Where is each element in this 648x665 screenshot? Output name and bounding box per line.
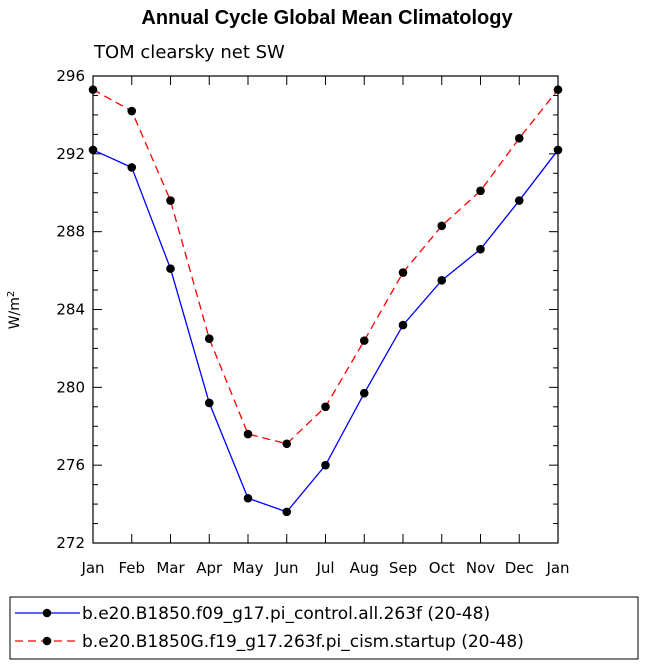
y-tick-label: 296 [56, 67, 85, 85]
series-2-point [243, 429, 253, 439]
series-1-point [204, 398, 214, 408]
chart-title: Annual Cycle Global Mean Climatology [141, 7, 513, 29]
x-tick-label: Jan [80, 559, 104, 577]
x-tick-label: Jul [315, 559, 334, 577]
y-axis-ticks: 272 276 280 284 288 292 296 [56, 67, 558, 552]
x-axis-ticks: Jan Feb Mar Apr May Jun Jul Aug Sep Oct Nov Dec Jan [80, 76, 570, 577]
x-tick-label: Apr [196, 559, 223, 577]
y-tick-label: 292 [56, 145, 85, 163]
series-1-point [321, 460, 330, 470]
legend-label-2: b.e20.B1850G.f19_g17.263f.pi_cism.startu… [82, 632, 524, 652]
series-1-point [476, 244, 485, 254]
legend-marker-2 [42, 636, 52, 646]
series-2-point [321, 402, 330, 412]
x-tick-label: Sep [389, 559, 417, 577]
y-tick-label: 284 [56, 301, 85, 319]
legend-marker-1 [42, 608, 52, 618]
x-tick-label: Mar [156, 559, 185, 577]
series-1-point [359, 388, 369, 398]
series-layer [88, 85, 563, 517]
x-tick-label: May [232, 559, 263, 577]
series-1-point [166, 264, 175, 273]
y-tick-label: 272 [56, 534, 85, 552]
legend-label-1: b.e20.B1850.f09_g17.pi_control.all.263f … [82, 604, 490, 624]
series-2-point [476, 186, 485, 196]
series-line-1 [92, 149, 559, 513]
series-1-point [398, 320, 408, 330]
y-tick-label: 288 [56, 223, 85, 241]
x-tick-label: Aug [350, 559, 379, 577]
series-2-point [398, 268, 408, 277]
series-1-point [127, 163, 137, 172]
series-1-point [553, 145, 563, 155]
series-2-point [282, 439, 292, 449]
x-tick-label: Oct [429, 559, 455, 577]
x-tick-label: Nov [466, 559, 495, 577]
series-1-point [437, 276, 447, 285]
y-axis-label: W/m2 [6, 291, 24, 330]
series-2-point [88, 85, 98, 94]
y-tick-label: 280 [56, 378, 85, 396]
x-tick-label: Jun [274, 559, 298, 577]
series-1-point [88, 145, 98, 155]
series-2-point [127, 106, 137, 116]
y-tick-label: 276 [56, 456, 85, 474]
series-2-point [166, 196, 175, 205]
plot-frame [92, 75, 559, 544]
x-tick-label: Jan [545, 559, 569, 577]
series-1-point [282, 507, 292, 517]
series-2-point [514, 133, 524, 143]
x-tick-label: Feb [118, 559, 145, 577]
y-axis-label-superscript: 2 [6, 291, 17, 297]
x-tick-label: Dec [505, 559, 534, 577]
series-line-2 [92, 89, 559, 445]
series-2-point [553, 85, 563, 94]
series-1-point [514, 196, 524, 205]
series-2-point [437, 221, 447, 231]
chart-subtitle: TOM clearsky net SW [93, 42, 285, 63]
legend: b.e20.B1850.f09_g17.pi_control.all.263f … [15, 604, 524, 652]
series-2-point [204, 334, 214, 343]
series-1-point [243, 493, 253, 503]
legend-box [9, 596, 639, 660]
series-2-point [359, 336, 369, 345]
y-axis-label-text: W/m [7, 297, 23, 329]
